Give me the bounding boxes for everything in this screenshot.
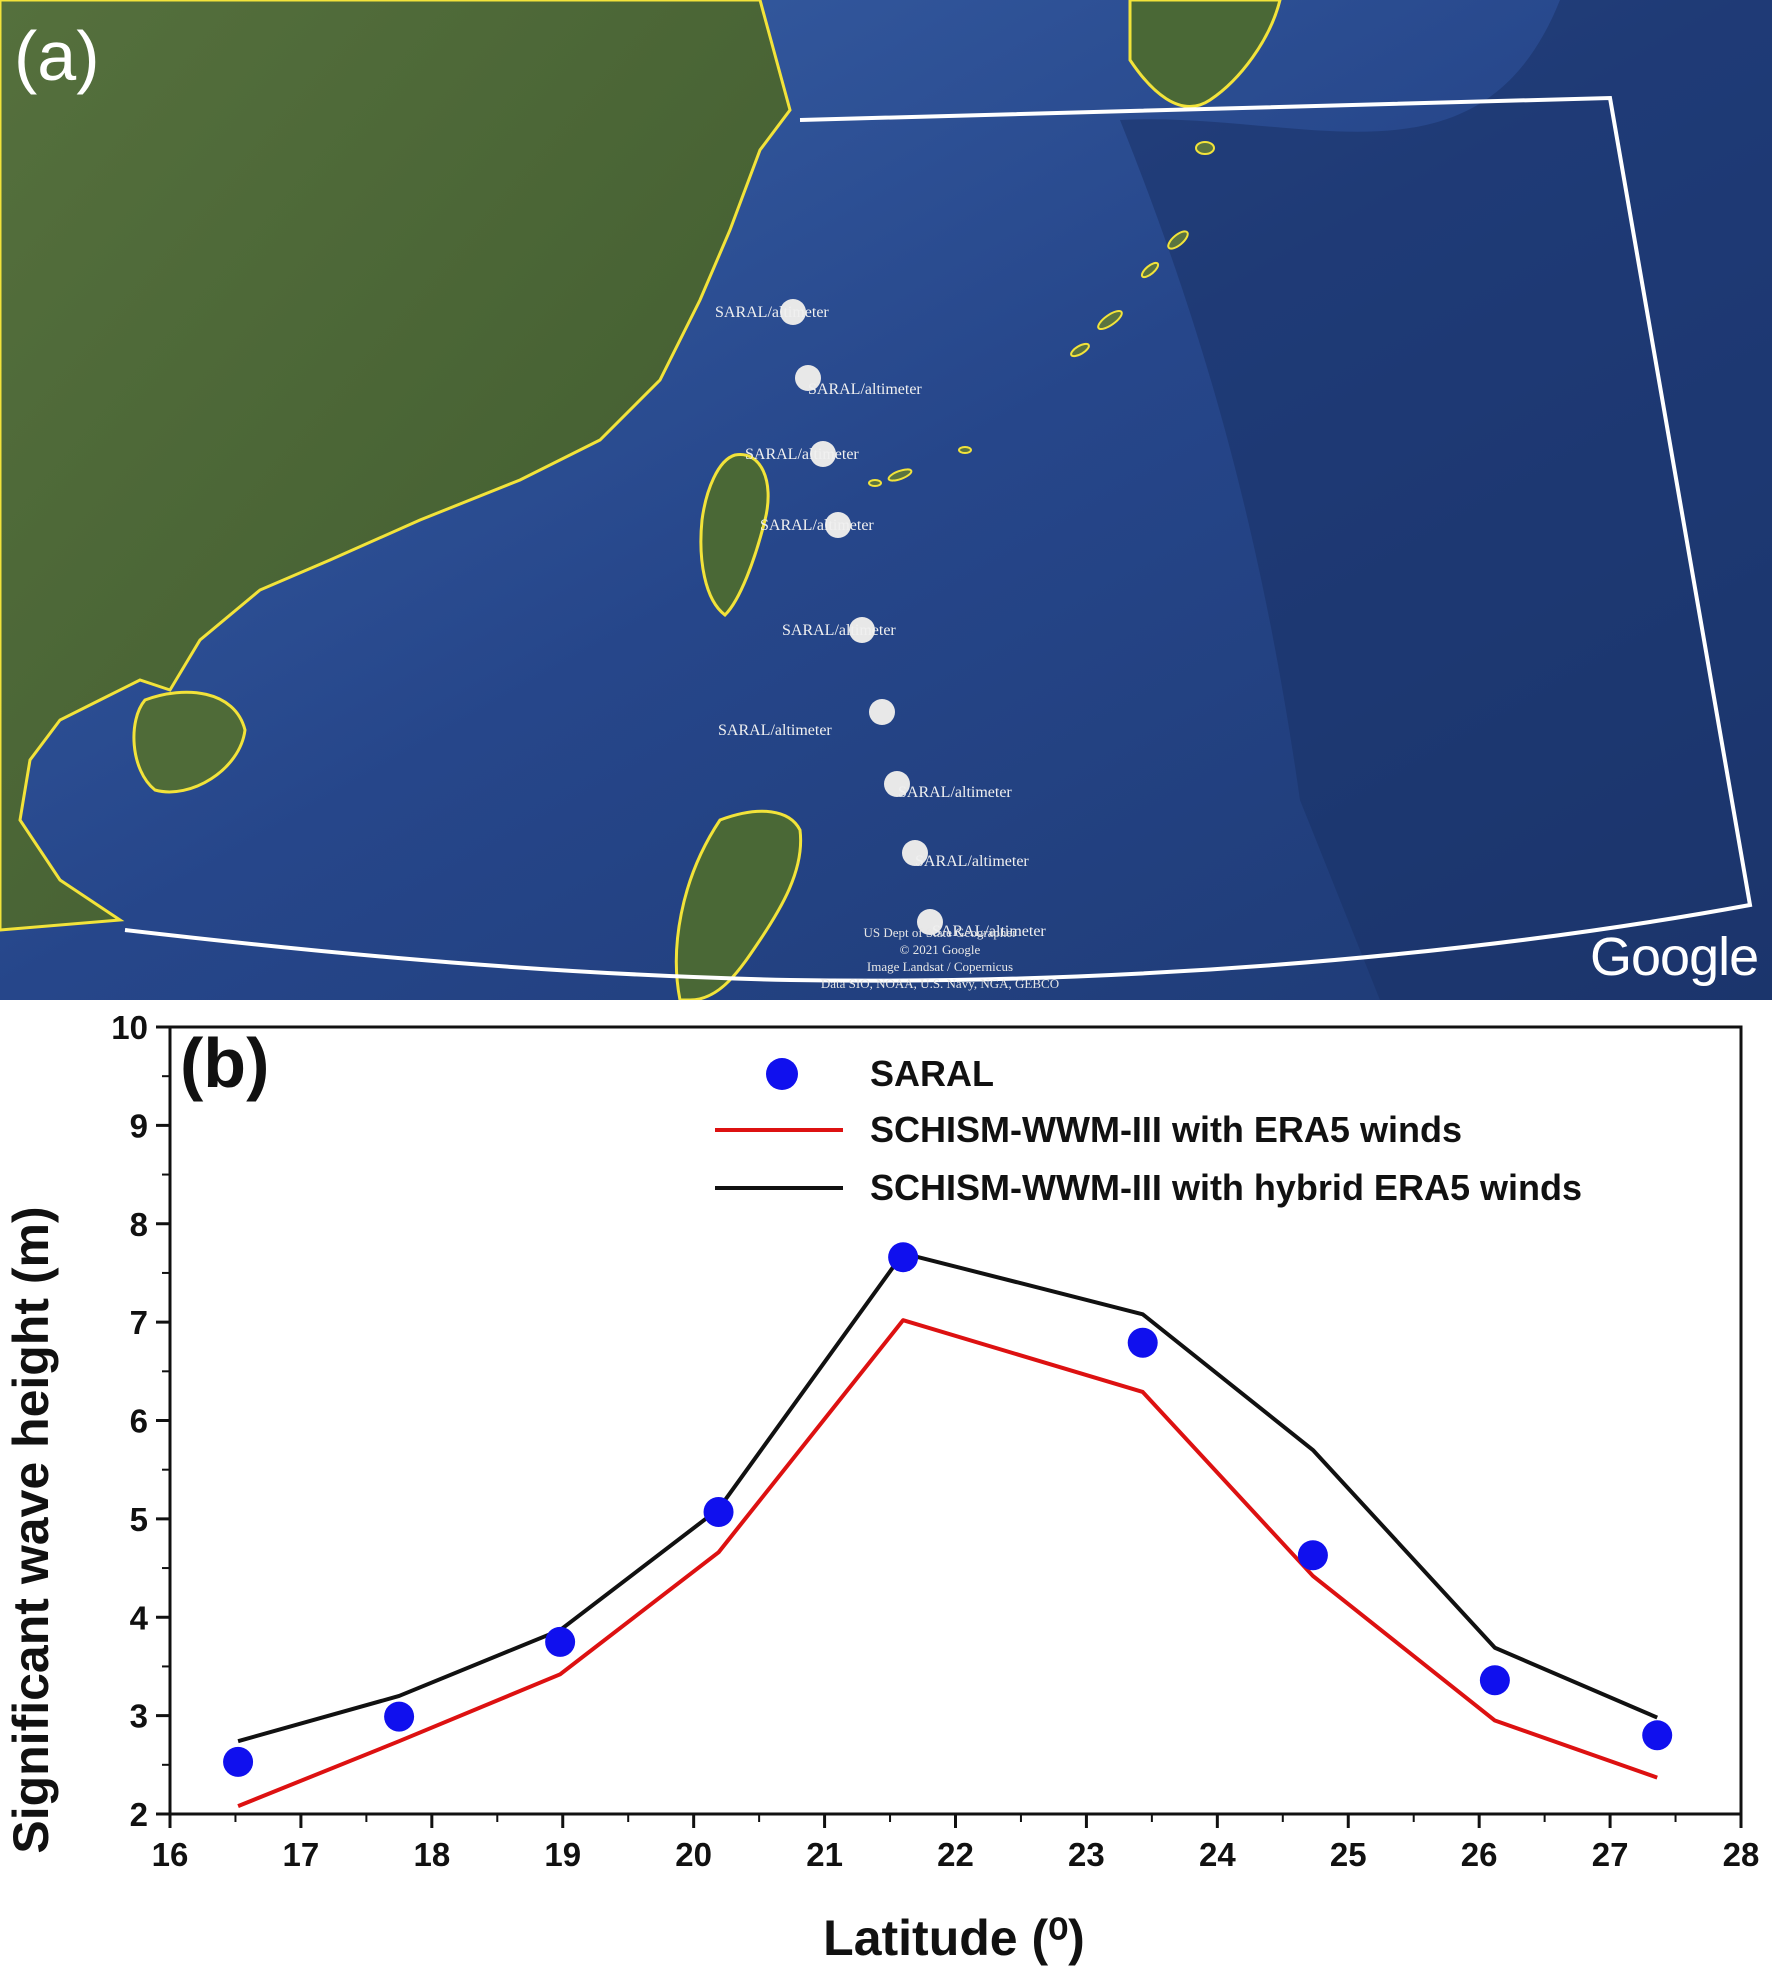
google-logo: Google [1590, 927, 1759, 987]
series-line-schism-wwm-iii-with-era5-winds [237, 1318, 1658, 1808]
altimeter-labels: SARAL/altimeter SARAL/altimeter SARAL/al… [715, 304, 1046, 940]
legend-marker [766, 1058, 798, 1090]
legend-label: SCHISM-WWM-III with ERA5 winds [870, 1109, 1462, 1150]
data-point-saral [384, 1701, 415, 1732]
altimeter-label: SARAL/altimeter [715, 304, 829, 321]
x-tick-label: 18 [413, 1836, 450, 1873]
credit-line: Image Landsat / Copernicus [866, 959, 1014, 974]
satellite-map: SARAL/altimeter SARAL/altimeter SARAL/al… [0, 0, 1772, 1000]
data-point-saral [1297, 1540, 1328, 1571]
y-tick-label: 3 [130, 1698, 148, 1735]
legend: SARAL SCHISM-WWM-III with ERA5 winds SCHIS… [715, 1053, 1582, 1208]
x-tick-label: 19 [544, 1836, 581, 1873]
data-point-saral [223, 1746, 254, 1777]
legend-label: SARAL [870, 1053, 994, 1094]
legend-label: SCHISM-WWM-III with hybrid ERA5 winds [870, 1167, 1582, 1208]
x-tick-label: 26 [1461, 1836, 1498, 1873]
data-point-saral [1479, 1665, 1510, 1696]
x-tick-label: 22 [937, 1836, 974, 1873]
altimeter-marker [825, 512, 851, 538]
chart-panel: 16 17 18 19 20 21 22 23 24 25 26 27 28 2 3 4 5 6 7 8 9 10 SA… [0, 1000, 1772, 1974]
y-tick-label: 2 [130, 1796, 148, 1833]
x-tick-label: 20 [675, 1836, 712, 1873]
y-tick-label: 7 [130, 1304, 148, 1341]
series-line-schism-wwm-iii-with-hybrid-era5-winds [237, 1251, 1659, 1744]
altimeter-marker [795, 365, 821, 391]
altimeter-track [780, 299, 943, 935]
deep-ocean-region [1120, 0, 1772, 1000]
altimeter-label: SARAL/altimeter [718, 722, 832, 739]
data-point-saral [1127, 1327, 1158, 1358]
ryukyu-islands [868, 141, 1215, 487]
altimeter-label: SARAL/altimeter [808, 381, 922, 398]
x-tick-label: 23 [1068, 1836, 1105, 1873]
series-lines [237, 1251, 1659, 1808]
x-tick-label: 17 [283, 1836, 320, 1873]
series-points [223, 1242, 1673, 1777]
credit-line: © 2021 Google [899, 942, 981, 957]
y-tick-label: 5 [130, 1501, 148, 1538]
x-axis-title: Latitude (⁰) [823, 1910, 1085, 1966]
y-tick-label: 4 [130, 1599, 149, 1636]
x-tick-label: 24 [1199, 1836, 1236, 1873]
taiwan-island [699, 452, 770, 617]
y-tick-label: 9 [130, 1107, 148, 1144]
altimeter-marker [902, 840, 928, 866]
altimeter-marker [780, 299, 806, 325]
model-domain-outline [124, 95, 1753, 983]
credit-line: US Dept of State Geographer [863, 925, 1017, 940]
y-tick-label: 6 [130, 1403, 148, 1440]
x-tick-label: 25 [1330, 1836, 1367, 1873]
x-tick-label: 27 [1592, 1836, 1629, 1873]
hainan-island [132, 690, 247, 794]
panel-label-a: (a) [14, 17, 100, 95]
x-tick-label: 21 [806, 1836, 843, 1873]
altimeter-label: SARAL/altimeter [932, 923, 1046, 940]
x-tick-label: 28 [1723, 1836, 1760, 1873]
data-point-saral [888, 1242, 919, 1273]
luzon-island [674, 809, 803, 1000]
y-axis-title: Significant wave height (m) [3, 1206, 59, 1853]
altimeter-marker [917, 909, 943, 935]
altimeter-label: SARAL/altimeter [782, 622, 896, 639]
x-tick-label: 16 [152, 1836, 189, 1873]
x-axis: 16 17 18 19 20 21 22 23 24 25 26 27 28 [152, 1814, 1760, 1873]
data-point-saral [545, 1626, 576, 1657]
altimeter-label: SARAL/altimeter [745, 446, 859, 463]
altimeter-marker [869, 699, 895, 725]
altimeter-marker [810, 441, 836, 467]
altimeter-marker [849, 617, 875, 643]
japan-landmass [1128, 0, 1282, 108]
altimeter-marker [884, 771, 910, 797]
map-panel: SARAL/altimeter SARAL/altimeter SARAL/al… [0, 0, 1772, 1000]
altimeter-label: SARAL/altimeter [898, 784, 1012, 801]
data-point-saral [1642, 1720, 1673, 1751]
altimeter-label: SARAL/altimeter [760, 517, 874, 534]
mainland-landmass [0, 0, 792, 932]
map-credits: US Dept of State Geographer © 2021 Googl… [780, 924, 1100, 992]
panel-label-b: (b) [180, 1024, 269, 1102]
y-tick-label: 10 [111, 1009, 148, 1046]
y-axis: 2 3 4 5 6 7 8 9 10 [111, 1009, 170, 1833]
altimeter-label: SARAL/altimeter [915, 853, 1029, 870]
y-tick-label: 8 [130, 1206, 148, 1243]
data-point-saral [703, 1496, 734, 1527]
credit-line: Data SIO, NOAA, U.S. Navy, NGA, GEBCO [820, 976, 1060, 991]
